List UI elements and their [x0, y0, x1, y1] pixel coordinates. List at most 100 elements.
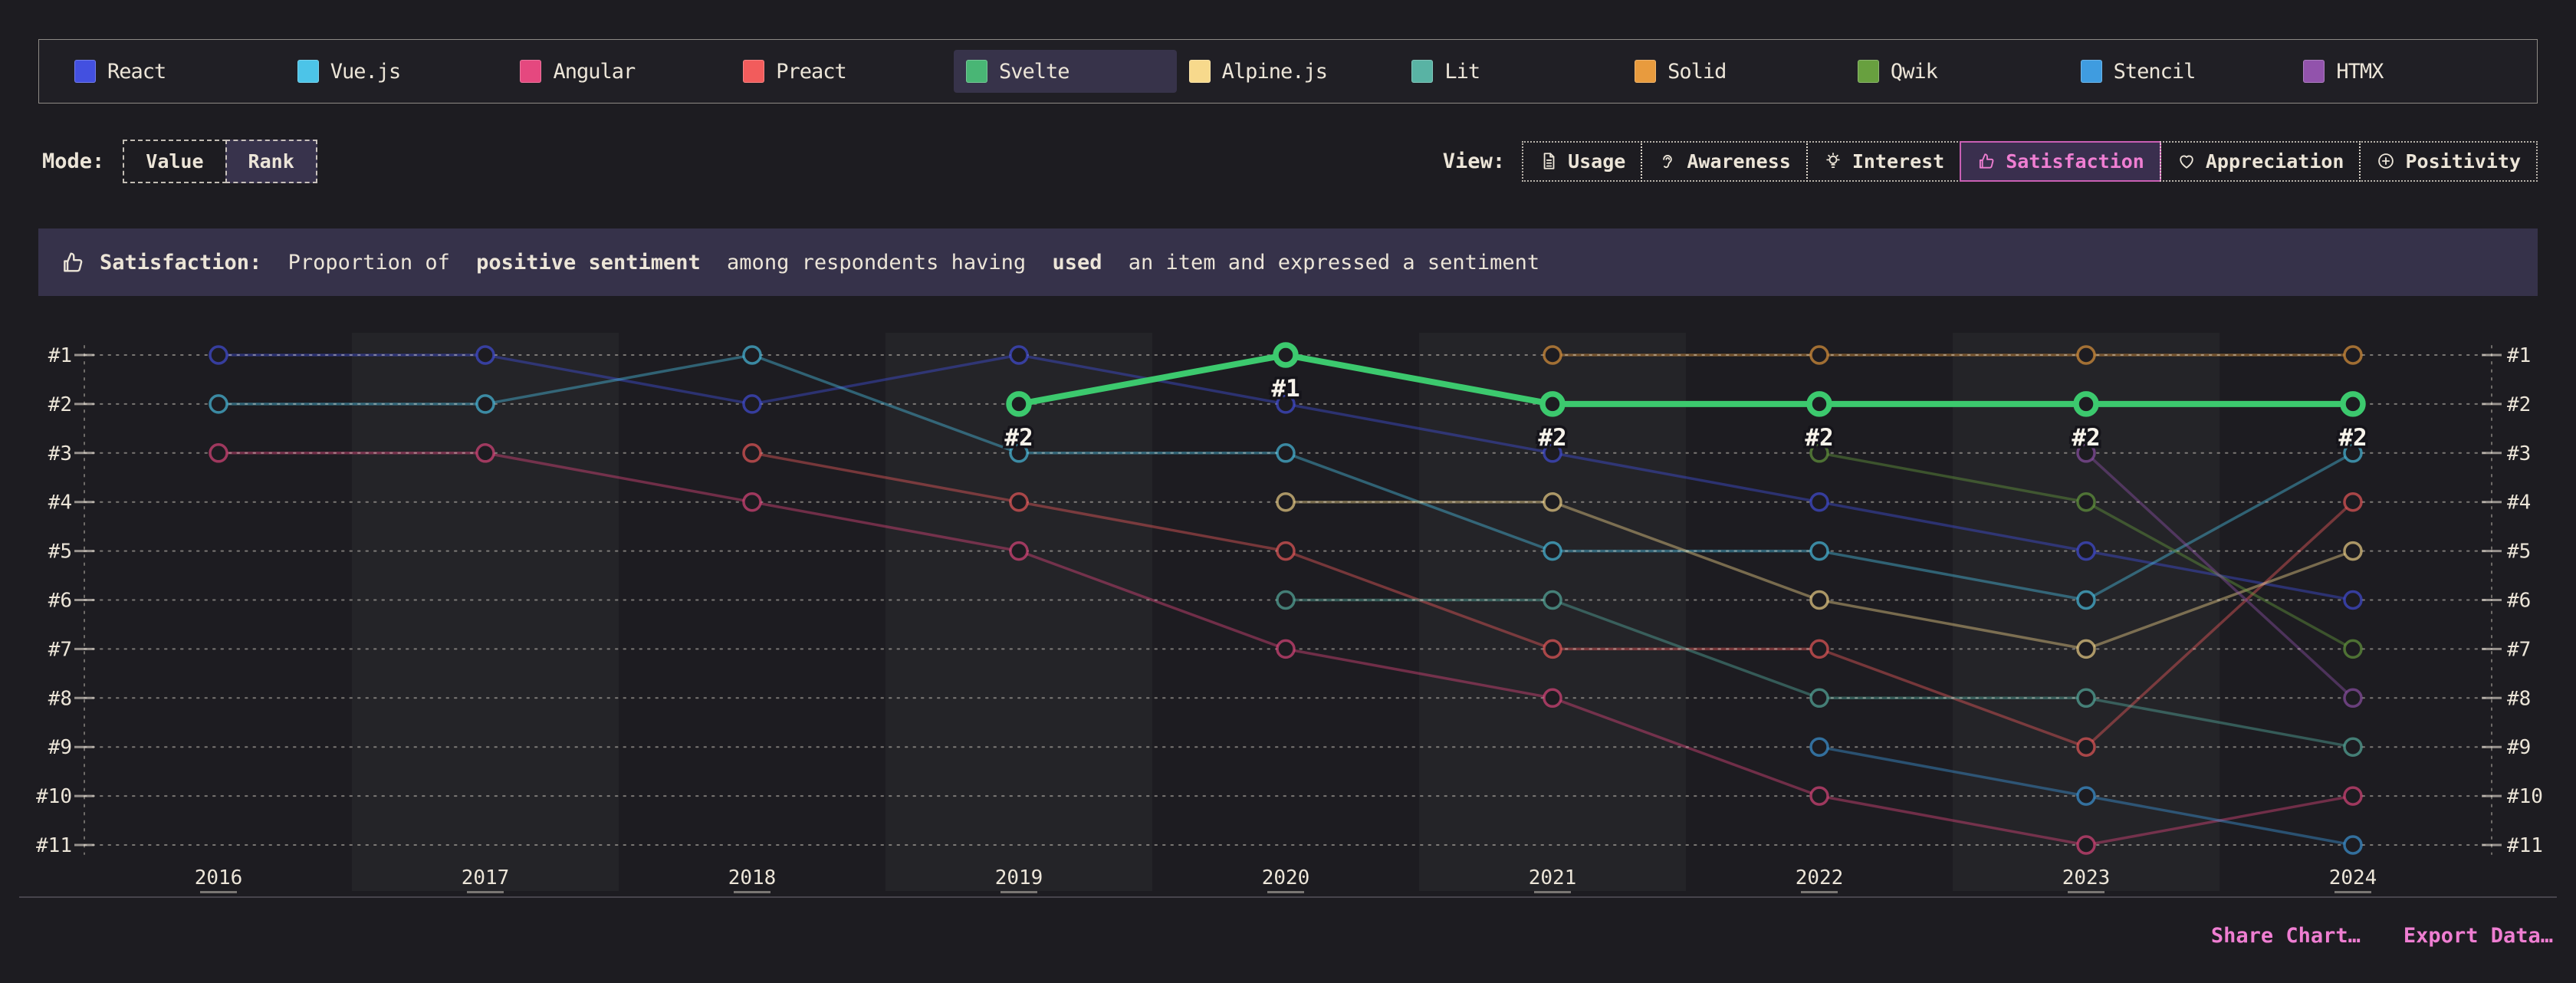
color-swatch — [74, 60, 96, 83]
data-point-solid[interactable] — [1809, 345, 1829, 365]
legend-item-alpine-js[interactable]: Alpine.js — [1177, 50, 1400, 93]
data-point-vue-js[interactable] — [2343, 443, 2363, 463]
data-point-solid[interactable] — [2076, 345, 2096, 365]
data-point-react[interactable] — [1009, 345, 1029, 365]
data-point-vue-js[interactable] — [2076, 590, 2096, 610]
view-button-interest[interactable]: Interest — [1806, 140, 1962, 182]
legend-item-stencil[interactable]: Stencil — [2068, 50, 2292, 93]
data-point-alpine-js[interactable] — [2076, 639, 2096, 659]
data-point-angular[interactable] — [1543, 688, 1562, 708]
banner-text-segment: positive sentiment — [476, 250, 701, 275]
data-point-preact[interactable] — [2343, 492, 2363, 512]
thumbs-up-icon — [64, 252, 83, 272]
data-point-vue-js[interactable] — [1009, 443, 1029, 463]
color-swatch — [1635, 60, 1657, 83]
data-point-svelte[interactable] — [2073, 391, 2099, 417]
y-tick-label-left: #9 — [48, 736, 72, 759]
data-point-svelte[interactable] — [1273, 342, 1299, 368]
mode-label: Mode: — [42, 149, 105, 173]
legend-item-solid[interactable]: Solid — [1622, 50, 1845, 93]
data-point-qwik[interactable] — [2076, 492, 2096, 512]
data-point-preact[interactable] — [1809, 639, 1829, 659]
view-button-label: Interest — [1852, 150, 1945, 173]
data-point-preact[interactable] — [742, 443, 762, 463]
data-point-angular[interactable] — [209, 443, 228, 463]
series-highlight-svelte[interactable]: #2 #1 #2 #2 #2 #2 — [1002, 342, 2370, 454]
data-point-preact[interactable] — [1543, 639, 1562, 659]
view-button-positivity[interactable]: Positivity — [2359, 140, 2538, 182]
footer-link-export-data[interactable]: Export Data… — [2403, 924, 2553, 948]
legend-item-htmx[interactable]: HTMX — [2291, 50, 2514, 93]
data-point-stencil[interactable] — [1809, 737, 1829, 757]
data-point-qwik[interactable] — [1809, 443, 1829, 463]
data-point-react[interactable] — [1543, 443, 1562, 463]
legend-item-label: Lit — [1444, 59, 1480, 84]
data-point-vue-js[interactable] — [209, 394, 228, 414]
data-point-alpine-js[interactable] — [1543, 492, 1562, 512]
data-point-vue-js[interactable] — [1543, 541, 1562, 561]
data-point-react[interactable] — [475, 345, 495, 365]
color-swatch — [743, 60, 765, 83]
data-point-htmx[interactable] — [2076, 443, 2096, 463]
view-button-awareness[interactable]: Awareness — [1641, 140, 1808, 182]
legend-item-preact[interactable]: Preact — [731, 50, 954, 93]
banner-text-segment: used — [1052, 250, 1102, 275]
x-tick-underline — [467, 891, 504, 893]
data-point-vue-js[interactable] — [1276, 443, 1296, 463]
plus-circle-icon — [2378, 153, 2394, 169]
data-point-angular[interactable] — [1809, 786, 1829, 806]
legend-item-lit[interactable]: Lit — [1399, 50, 1622, 93]
data-point-stencil[interactable] — [2343, 835, 2363, 855]
data-point-angular[interactable] — [2343, 786, 2363, 806]
data-point-angular[interactable] — [1009, 541, 1029, 561]
data-point-angular[interactable] — [1276, 639, 1296, 659]
data-point-angular[interactable] — [2076, 835, 2096, 855]
banner-text-segment: among respondents having — [714, 250, 1039, 275]
data-point-stencil[interactable] — [2076, 786, 2096, 806]
data-point-alpine-js[interactable] — [1809, 590, 1829, 610]
data-point-svelte[interactable] — [1006, 391, 1032, 417]
data-point-lit[interactable] — [1809, 688, 1829, 708]
mode-button-value[interactable]: Value — [123, 139, 227, 183]
data-point-svelte[interactable] — [2340, 391, 2366, 417]
data-point-preact[interactable] — [1009, 492, 1029, 512]
data-point-react[interactable] — [1809, 492, 1829, 512]
data-point-react[interactable] — [209, 345, 228, 365]
data-point-alpine-js[interactable] — [1276, 492, 1296, 512]
data-point-qwik[interactable] — [2343, 639, 2363, 659]
data-point-react[interactable] — [2343, 590, 2363, 610]
data-point-lit[interactable] — [1276, 590, 1296, 610]
data-point-vue-js[interactable] — [475, 394, 495, 414]
data-point-lit[interactable] — [1543, 590, 1562, 610]
data-point-lit[interactable] — [2076, 688, 2096, 708]
legend-item-angular[interactable]: Angular — [508, 50, 731, 93]
data-point-htmx[interactable] — [2343, 688, 2363, 708]
data-point-react[interactable] — [1276, 394, 1296, 414]
data-point-react[interactable] — [742, 394, 762, 414]
data-point-solid[interactable] — [1543, 345, 1562, 365]
color-swatch — [1857, 60, 1879, 83]
data-point-vue-js[interactable] — [742, 345, 762, 365]
data-point-preact[interactable] — [2076, 737, 2096, 757]
view-button-satisfaction[interactable]: Satisfaction — [1960, 140, 2161, 182]
series-points-dim — [209, 345, 2363, 855]
data-point-alpine-js[interactable] — [2343, 541, 2363, 561]
data-point-svelte[interactable] — [1539, 391, 1566, 417]
data-point-vue-js[interactable] — [1809, 541, 1829, 561]
legend-item-svelte[interactable]: Svelte — [953, 50, 1177, 93]
legend-item-qwik[interactable]: Qwik — [1845, 50, 2068, 93]
legend-item-vue-js[interactable]: Vue.js — [285, 50, 508, 93]
data-point-preact[interactable] — [1276, 541, 1296, 561]
legend-item-react[interactable]: React — [62, 50, 285, 93]
data-point-angular[interactable] — [742, 492, 762, 512]
view-button-appreciation[interactable]: Appreciation — [2159, 140, 2361, 182]
data-point-lit[interactable] — [2343, 737, 2363, 757]
footer-link-share-chart[interactable]: Share Chart… — [2210, 924, 2361, 948]
view-button-usage[interactable]: Usage — [1522, 140, 1643, 182]
data-point-solid[interactable] — [2343, 345, 2363, 365]
data-point-react[interactable] — [2076, 541, 2096, 561]
data-point-svelte[interactable] — [1806, 391, 1832, 417]
legend-item-label: React — [107, 59, 166, 84]
data-point-angular[interactable] — [475, 443, 495, 463]
mode-button-rank[interactable]: Rank — [225, 139, 317, 183]
